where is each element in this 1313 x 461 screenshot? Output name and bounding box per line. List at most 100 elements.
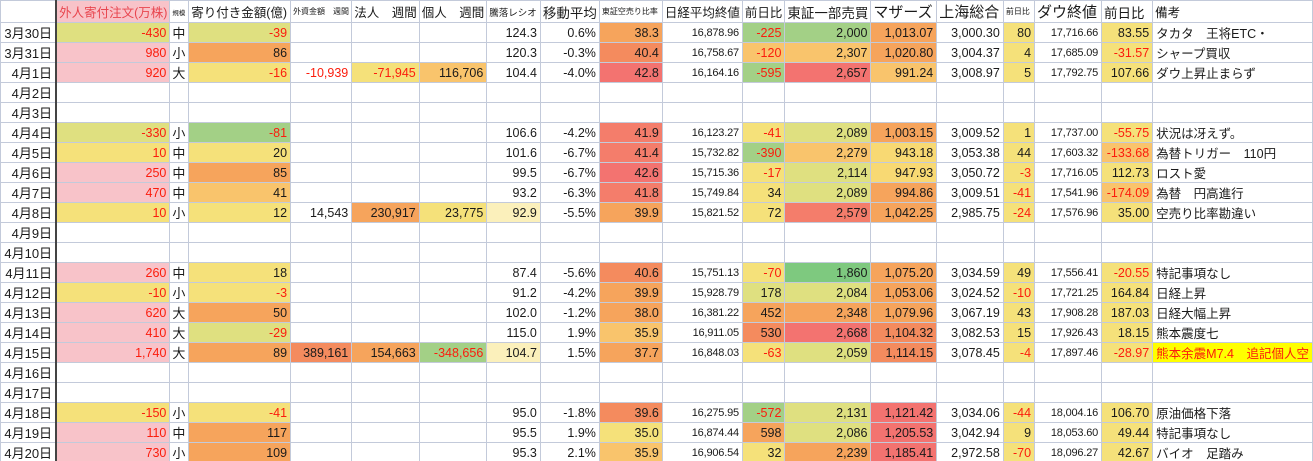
cell-individual-weekly[interactable] bbox=[418, 162, 488, 183]
cell-mothers[interactable]: 1,003.15 bbox=[870, 122, 938, 143]
col-header-shanghai-change[interactable]: 前日比 bbox=[1002, 0, 1036, 23]
cell-shanghai-change[interactable] bbox=[1002, 382, 1036, 403]
cell-notes[interactable]: 特記事項なし bbox=[1152, 262, 1313, 283]
cell-shanghai-change[interactable]: 15 bbox=[1002, 322, 1036, 343]
cell-nikkei-close[interactable]: 16,874.44 bbox=[661, 422, 743, 443]
cell-opening-amount[interactable] bbox=[188, 222, 292, 243]
cell-dow-change[interactable] bbox=[1101, 102, 1154, 123]
cell-corporate-weekly[interactable] bbox=[351, 162, 420, 183]
cell-mothers[interactable]: 994.86 bbox=[870, 182, 938, 203]
cell-foreign-open-orders[interactable]: 730 bbox=[55, 442, 171, 461]
cell-shanghai-change[interactable]: -4 bbox=[1002, 342, 1036, 363]
cell-opening-amount[interactable]: 109 bbox=[188, 442, 292, 461]
cell-notes[interactable] bbox=[1152, 102, 1313, 123]
cell-foreign-weekly[interactable] bbox=[290, 282, 353, 303]
cell-dow-change[interactable] bbox=[1101, 382, 1154, 403]
cell-nikkei-change[interactable]: -41 bbox=[741, 122, 786, 143]
cell-moving-average[interactable]: 1.9% bbox=[539, 422, 600, 443]
cell-shanghai-composite[interactable]: 3,067.19 bbox=[936, 302, 1004, 323]
cell-nikkei-change[interactable] bbox=[741, 222, 786, 243]
cell-foreign-open-orders[interactable]: 980 bbox=[55, 42, 171, 63]
cell-tse1-trading[interactable] bbox=[784, 222, 872, 243]
cell-tse1-trading[interactable] bbox=[784, 102, 872, 123]
cell-notes[interactable]: 日経上昇 bbox=[1152, 282, 1313, 303]
cell-date[interactable]: 4月1日 bbox=[0, 62, 58, 83]
cell-short-selling-ratio[interactable]: 41.8 bbox=[598, 182, 663, 203]
cell-notes[interactable]: タカタ 王将ETC・ bbox=[1152, 22, 1313, 43]
cell-nikkei-close[interactable] bbox=[661, 382, 743, 403]
cell-nikkei-change[interactable]: -70 bbox=[741, 262, 786, 283]
cell-notes[interactable]: ロスト愛 bbox=[1152, 162, 1313, 183]
cell-nikkei-change[interactable]: -17 bbox=[741, 162, 786, 183]
cell-notes[interactable]: 日経大幅上昇 bbox=[1152, 302, 1313, 323]
cell-tse1-trading[interactable]: 2,348 bbox=[784, 302, 872, 323]
cell-opening-amount[interactable]: -41 bbox=[188, 402, 292, 423]
cell-moving-average[interactable]: -5.5% bbox=[539, 202, 600, 223]
cell-mothers[interactable] bbox=[870, 222, 938, 243]
cell-nikkei-close[interactable] bbox=[661, 362, 743, 383]
cell-date[interactable]: 4月12日 bbox=[0, 282, 58, 303]
cell-dow-close[interactable]: 17,576.96 bbox=[1034, 202, 1103, 223]
cell-individual-weekly[interactable] bbox=[418, 82, 488, 103]
cell-shanghai-change[interactable]: 43 bbox=[1002, 302, 1036, 323]
cell-nikkei-change[interactable]: -390 bbox=[741, 142, 786, 163]
cell-short-selling-ratio[interactable]: 38.0 bbox=[598, 302, 663, 323]
cell-date[interactable]: 4月6日 bbox=[0, 162, 58, 183]
cell-dow-close[interactable]: 18,096.27 bbox=[1034, 442, 1103, 461]
cell-opening-amount[interactable]: -3 bbox=[188, 282, 292, 303]
cell-tse1-trading[interactable]: 2,239 bbox=[784, 442, 872, 461]
col-header-nikkei-close[interactable]: 日経平均終値 bbox=[661, 0, 743, 23]
cell-date[interactable]: 3月30日 bbox=[0, 22, 58, 43]
cell-dow-change[interactable]: 107.66 bbox=[1101, 62, 1154, 83]
cell-foreign-weekly[interactable] bbox=[290, 442, 353, 461]
cell-short-selling-ratio[interactable] bbox=[598, 362, 663, 383]
cell-individual-weekly[interactable] bbox=[418, 302, 488, 323]
cell-opening-amount[interactable] bbox=[188, 362, 292, 383]
cell-nikkei-change[interactable]: 72 bbox=[741, 202, 786, 223]
cell-foreign-weekly[interactable] bbox=[290, 322, 353, 343]
cell-mothers[interactable] bbox=[870, 242, 938, 263]
cell-foreign-weekly[interactable] bbox=[290, 122, 353, 143]
cell-nikkei-change[interactable]: -63 bbox=[741, 342, 786, 363]
cell-nikkei-close[interactable] bbox=[661, 242, 743, 263]
cell-foreign-weekly[interactable]: 389,161 bbox=[290, 342, 353, 363]
cell-foreign-open-orders[interactable] bbox=[55, 362, 171, 383]
cell-order-scale[interactable] bbox=[169, 102, 190, 123]
cell-foreign-weekly[interactable]: -10,939 bbox=[290, 62, 353, 83]
cell-individual-weekly[interactable] bbox=[418, 322, 488, 343]
cell-short-selling-ratio[interactable]: 39.6 bbox=[598, 402, 663, 423]
cell-dow-change[interactable]: -174.09 bbox=[1101, 182, 1154, 203]
cell-corporate-weekly[interactable] bbox=[351, 442, 420, 461]
cell-foreign-open-orders[interactable]: 1,740 bbox=[55, 342, 171, 363]
cell-tse1-trading[interactable]: 2,089 bbox=[784, 122, 872, 143]
cell-moving-average[interactable] bbox=[539, 82, 600, 103]
cell-shanghai-composite[interactable]: 3,024.52 bbox=[936, 282, 1004, 303]
cell-tse1-trading[interactable]: 2,059 bbox=[784, 342, 872, 363]
cell-corporate-weekly[interactable] bbox=[351, 142, 420, 163]
cell-nikkei-close[interactable]: 16,878.96 bbox=[661, 22, 743, 43]
cell-foreign-open-orders[interactable]: 250 bbox=[55, 162, 171, 183]
cell-dow-close[interactable]: 17,716.05 bbox=[1034, 162, 1103, 183]
cell-nikkei-change[interactable]: 598 bbox=[741, 422, 786, 443]
cell-shanghai-change[interactable]: 49 bbox=[1002, 262, 1036, 283]
cell-individual-weekly[interactable] bbox=[418, 442, 488, 461]
col-header-individual-weekly[interactable]: 個人 週間 bbox=[418, 0, 488, 23]
col-header-nikkei-change[interactable]: 前日比 bbox=[741, 0, 786, 23]
cell-order-scale[interactable]: 中 bbox=[169, 142, 190, 163]
col-header-foreign-open-orders[interactable]: 外人寄付注文(万株) bbox=[55, 0, 171, 23]
cell-opening-amount[interactable]: 41 bbox=[188, 182, 292, 203]
cell-short-selling-ratio[interactable] bbox=[598, 242, 663, 263]
cell-nikkei-close[interactable]: 15,821.52 bbox=[661, 202, 743, 223]
cell-moving-average[interactable]: -5.6% bbox=[539, 262, 600, 283]
cell-advance-decline-ratio[interactable]: 99.5 bbox=[486, 162, 541, 183]
cell-tse1-trading[interactable]: 2,114 bbox=[784, 162, 872, 183]
cell-short-selling-ratio[interactable]: 35.9 bbox=[598, 442, 663, 461]
cell-order-scale[interactable]: 大 bbox=[169, 62, 190, 83]
cell-shanghai-change[interactable]: -44 bbox=[1002, 402, 1036, 423]
cell-moving-average[interactable]: -1.8% bbox=[539, 402, 600, 423]
cell-short-selling-ratio[interactable] bbox=[598, 82, 663, 103]
cell-opening-amount[interactable]: 117 bbox=[188, 422, 292, 443]
cell-dow-change[interactable] bbox=[1101, 82, 1154, 103]
cell-opening-amount[interactable]: 20 bbox=[188, 142, 292, 163]
cell-shanghai-change[interactable]: -41 bbox=[1002, 182, 1036, 203]
